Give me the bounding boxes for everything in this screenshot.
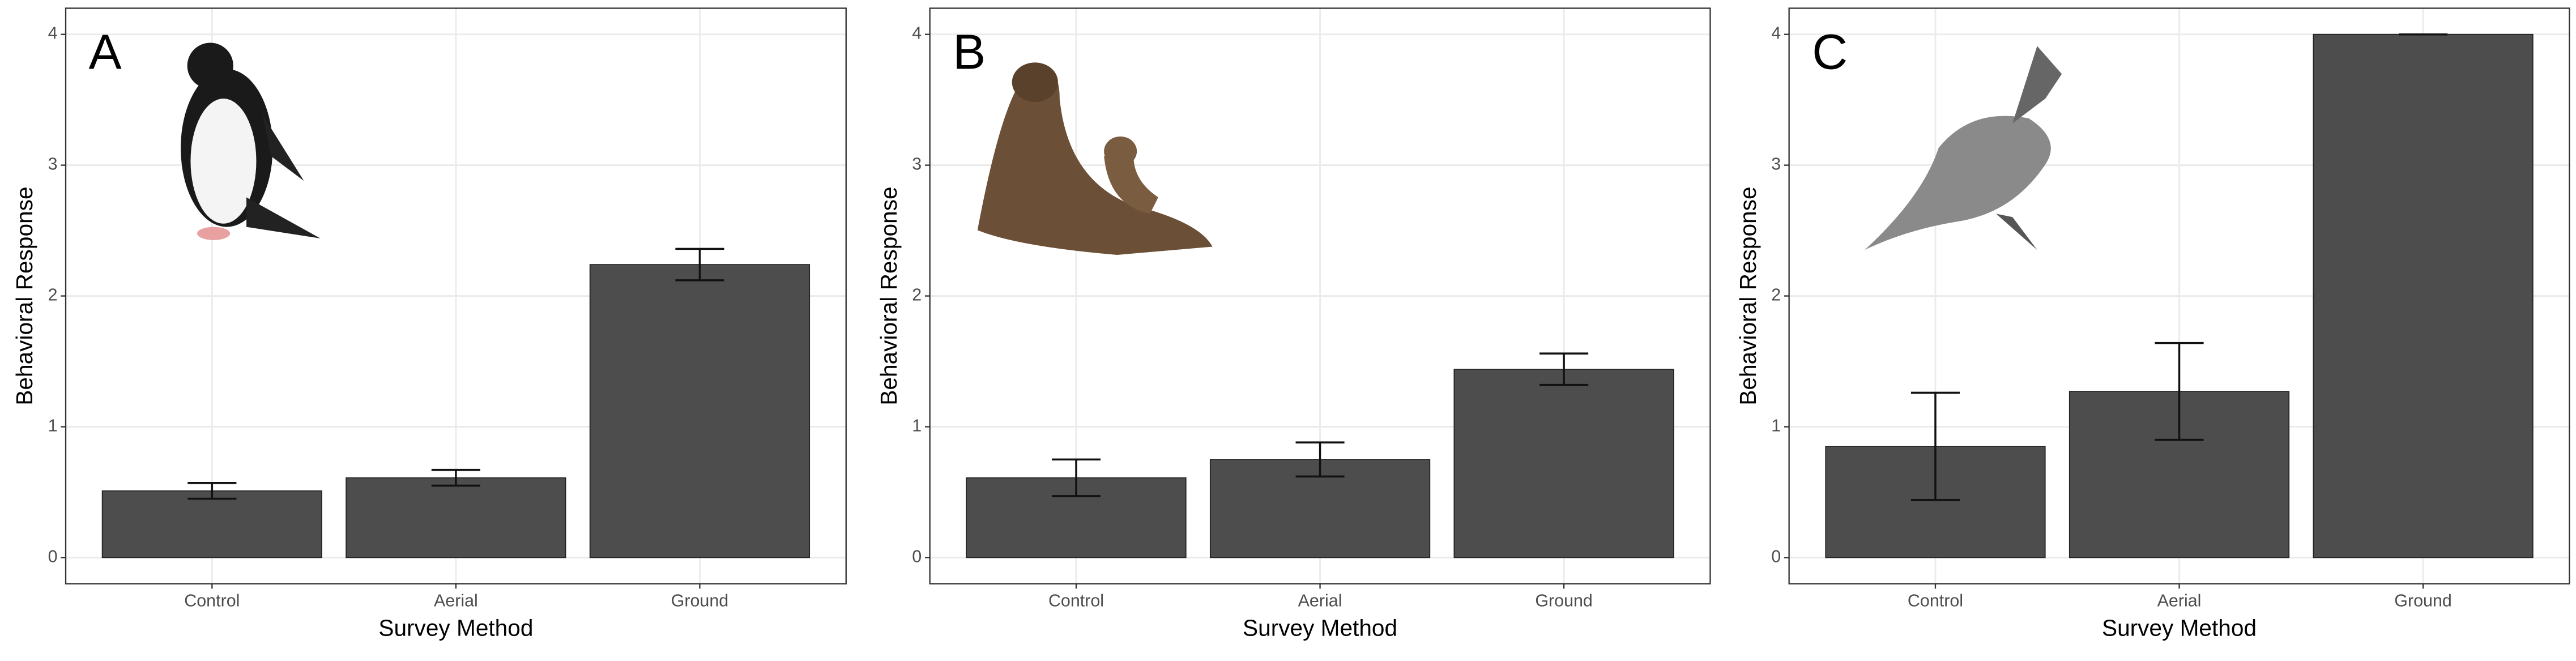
error-bar — [1051, 458, 1101, 497]
panel-label: A — [89, 25, 122, 80]
error-bar — [187, 482, 237, 500]
bar — [1453, 368, 1674, 558]
error-bar — [1539, 352, 1589, 386]
x-tick-label: Aerial — [2157, 591, 2202, 611]
plot-border — [929, 7, 1711, 585]
y-tick-label: 2 — [48, 285, 58, 305]
x-tick-label: Ground — [2394, 591, 2452, 611]
panel: 0 1 2 3 4 Control Aerial Ground Survey Method Beh… — [11, 7, 847, 641]
error-bar — [675, 248, 724, 282]
panel: 0 1 2 3 4 Control Aerial Ground Survey Method Beh… — [1735, 7, 2570, 641]
y-axis-title: Behavioral Response — [1735, 186, 1761, 405]
y-tick-label: 1 — [1771, 416, 1781, 435]
x-axis-title: Survey Method — [1243, 615, 1397, 641]
panel: 0 1 2 3 4 Control Aerial Ground Survey Method Beh… — [876, 7, 1711, 641]
x-tick-label: Ground — [671, 591, 729, 611]
x-tick-label: Control — [1048, 591, 1104, 611]
y-tick-label: 3 — [1771, 155, 1781, 174]
error-bar — [1910, 391, 1960, 501]
y-axis-title: Behavioral Response — [876, 186, 902, 405]
leopard-seal-illustration — [1865, 46, 2062, 250]
plot-border — [1788, 7, 2570, 585]
y-tick-label: 0 — [48, 547, 58, 566]
bar — [346, 477, 566, 558]
y-tick-label: 0 — [912, 547, 922, 566]
y-tick-label: 2 — [912, 285, 922, 305]
penguin-illustration — [181, 42, 321, 240]
y-tick-label: 2 — [1771, 285, 1781, 305]
x-axis-title: Survey Method — [2102, 615, 2257, 641]
error-bar — [1295, 441, 1345, 477]
y-tick-label: 4 — [912, 24, 922, 43]
panel-label: C — [1812, 25, 1848, 80]
bar — [101, 490, 322, 558]
x-tick-label: Control — [1908, 591, 1963, 611]
y-tick-label: 1 — [48, 416, 58, 435]
error-bar — [431, 468, 480, 487]
y-tick-label: 3 — [48, 155, 58, 174]
panel-label: B — [953, 25, 986, 80]
y-axis-title: Behavioral Response — [11, 186, 37, 405]
error-bar — [2155, 342, 2204, 441]
bar — [2313, 33, 2534, 558]
y-tick-label: 1 — [912, 416, 922, 435]
y-tick-label: 4 — [1771, 24, 1781, 43]
x-tick-label: Aerial — [434, 591, 478, 611]
y-tick-label: 3 — [912, 155, 922, 174]
x-tick-label: Ground — [1535, 591, 1593, 611]
bar — [589, 264, 811, 558]
seal-illustration — [977, 62, 1213, 255]
x-axis-title: Survey Method — [378, 615, 533, 641]
x-tick-label: Aerial — [1298, 591, 1342, 611]
plot-border — [65, 7, 847, 585]
y-tick-label: 4 — [48, 24, 58, 43]
y-tick-label: 0 — [1771, 547, 1781, 566]
x-tick-label: Control — [184, 591, 240, 611]
